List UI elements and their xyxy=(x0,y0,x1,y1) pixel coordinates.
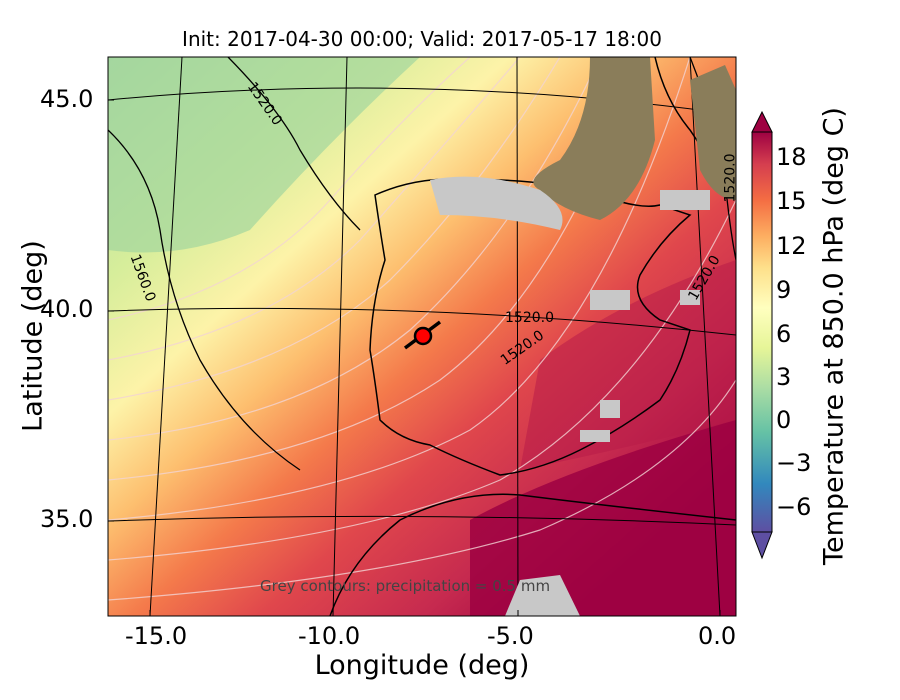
temperature-isolines xyxy=(108,57,736,601)
colorbar-tick-label: 0 xyxy=(776,406,792,434)
x-tick-label: -10.0 xyxy=(298,622,361,650)
colorbar-min-arrow xyxy=(751,531,773,560)
hot-region xyxy=(470,420,736,616)
location-marker xyxy=(403,320,442,350)
warm-region xyxy=(520,260,736,470)
colorbar-tick-label: 12 xyxy=(776,232,807,260)
plot-title: Init: 2017-04-30 00:00; Valid: 2017-05-1… xyxy=(182,27,662,51)
map-area xyxy=(108,57,736,616)
cool-region xyxy=(108,57,420,253)
contour-label: 1520.0 xyxy=(505,310,554,326)
axes-frame xyxy=(107,56,737,617)
y-tick-label: 40.0 xyxy=(40,295,94,323)
colorbar-max-arrow xyxy=(751,110,773,133)
contour-label: 1520.0 xyxy=(722,153,739,203)
graticule xyxy=(108,57,736,616)
colorbar xyxy=(751,110,773,560)
colorbar-tick-label: 3 xyxy=(776,363,792,391)
x-axis-label: Longitude (deg) xyxy=(314,650,530,681)
colorbar-scale xyxy=(752,132,772,532)
colorbar-label: Temperature at 850.0 hPa (deg C) xyxy=(818,107,850,565)
colorbar-tick-label: 15 xyxy=(776,187,807,215)
y-tick-label: 35.0 xyxy=(40,505,94,533)
y-tick-label: 45.0 xyxy=(40,85,94,113)
x-tick-label: -5.0 xyxy=(487,622,534,650)
x-tick-marks xyxy=(149,610,721,616)
colorbar-tick-label: −3 xyxy=(776,449,812,477)
precipitation-note: Grey contours: precipitation = 0.5 mm xyxy=(260,577,551,595)
colorbar-tick-label: −6 xyxy=(776,493,812,521)
x-tick-label: 0.0 xyxy=(698,622,737,650)
precipitation-patches xyxy=(430,57,736,616)
colorbar-tick-label: 9 xyxy=(776,276,792,304)
colorbar-tick-label: 18 xyxy=(776,143,807,171)
y-axis-label: Latitude (deg) xyxy=(17,240,49,432)
x-tick-label: -15.0 xyxy=(125,622,188,650)
y-tick-marks xyxy=(108,99,114,522)
colorbar-tick-label: 6 xyxy=(776,320,792,348)
